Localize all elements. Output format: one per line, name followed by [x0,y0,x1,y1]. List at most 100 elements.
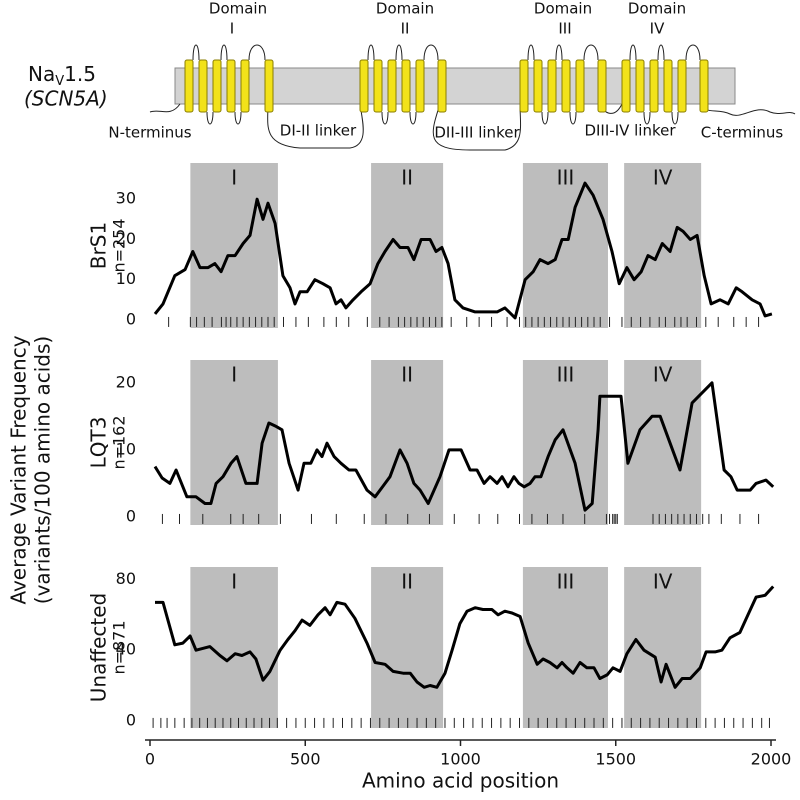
y-tick-label: 20 [116,372,136,391]
domain-shade [371,163,444,328]
helix [226,59,236,113]
y-label: BrS1 [87,222,111,269]
helix [575,59,585,113]
y-label: LQT3 [87,417,111,469]
y-tick-label: 30 [116,189,136,208]
domain-label: IV [653,166,673,190]
protein-suffix: 1.5 [64,62,96,86]
y-label-n: n=162 [110,415,129,469]
domain-word: Domain [376,0,434,18]
c-terminus-label: C-terminus [701,124,784,142]
helix [359,59,369,113]
x-axis-title: Amino acid position [362,769,559,793]
y-tick-label: 10 [116,439,136,458]
loop [220,44,228,61]
domain-label: I [231,166,237,190]
loop [685,44,701,61]
helix [621,59,631,113]
domain-label: I [231,570,237,594]
loop [541,111,549,125]
linker-1-2-chain [267,103,364,149]
loop [192,44,200,61]
domain-label: III [557,166,575,190]
domain-label: II [401,570,413,594]
y-label-n: n=254 [110,218,129,272]
helix [401,59,411,113]
domain-shade [371,567,444,728]
domain-label: IV [653,570,673,594]
loop [409,111,417,125]
loop [569,111,577,125]
helix [635,59,645,113]
linker-2-3-chain [432,103,522,151]
loop [657,44,665,61]
domain-numeral: I [230,20,234,38]
protein-subscript: V [55,74,64,89]
domain-word: Domain [209,0,267,18]
helix [437,59,447,113]
loop [527,44,535,61]
linker-label: DIII-IV linker [584,122,676,140]
y-tick-label: 80 [116,569,136,588]
helix [597,59,607,113]
helix [699,59,709,113]
loop [671,111,679,125]
loop [643,111,651,125]
n-terminus-label: N-terminus [108,124,191,142]
loop [395,44,403,61]
domain-word: Domain [534,0,592,18]
helix [547,59,557,113]
series-line [155,585,775,689]
x-tick-label: 500 [290,750,321,769]
helix [561,59,571,113]
loop [234,111,242,125]
y-tick-label: 20 [116,229,136,248]
x-tick-label: 1000 [440,750,481,769]
x-tick-label: 0 [145,750,155,769]
c-terminus-chain [701,103,796,116]
series-line [153,381,775,512]
loop [248,44,266,61]
domain-label: III [557,570,575,594]
domain-numeral: IV [650,20,665,38]
loop [206,111,214,125]
domain-label: II [401,166,413,190]
n-terminus-chain [149,103,181,113]
loop [583,44,599,61]
linker-label: DI-II linker [280,122,357,140]
domain-shade [190,163,278,328]
series-line [153,181,773,320]
helix [264,59,274,113]
helix [212,59,222,113]
loop [381,111,389,125]
helix [373,59,383,113]
gene-name: (SCN5A) [24,87,108,111]
helix [519,59,529,113]
loop [423,44,439,61]
domain-label: II [401,363,413,387]
y-axis-title: Average Variant Frequency [7,335,31,604]
x-tick-label: 1500 [595,750,636,769]
helix [387,59,397,113]
domain-shade [624,567,702,728]
helix [415,59,425,113]
protein-name: NaV1.5 [28,62,96,89]
domain-shade [522,567,608,728]
helices [184,44,709,125]
x-tick-label: 2000 [751,750,792,769]
y-label: Unaffected [87,593,111,703]
helix [649,59,659,113]
domain-label: III [557,363,575,387]
y-tick-label: 0 [126,309,136,328]
y-label-n: n=871 [110,620,129,674]
protein-name-base: Na [28,62,55,86]
loop [367,44,375,61]
y-tick-label: 0 [126,710,136,729]
loop [555,44,563,61]
domain-numeral: III [558,20,571,38]
y-tick-label: 0 [126,506,136,525]
y-tick-label: 40 [116,640,136,659]
linker-label: DII-III linker [434,124,520,142]
y-tick-label: 10 [116,269,136,288]
